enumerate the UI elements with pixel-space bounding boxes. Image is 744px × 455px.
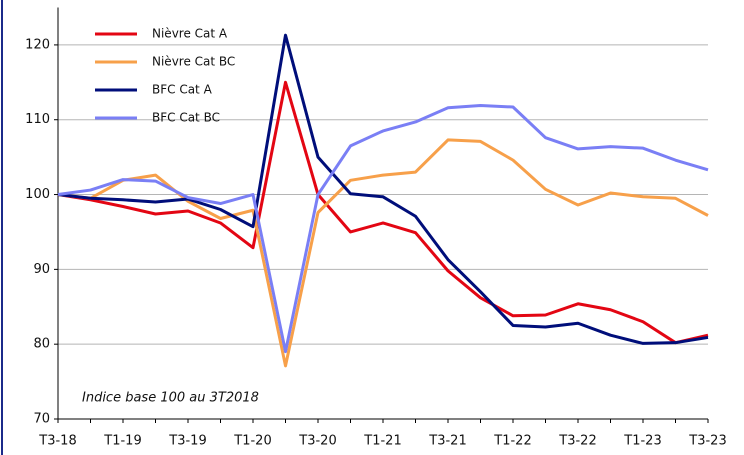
- x-tick-label: T3-23: [688, 434, 726, 449]
- x-tick-label: T3-21: [428, 434, 466, 449]
- x-tick-label: T1-23: [623, 434, 661, 449]
- series-line: [57, 138, 709, 368]
- series-line: [57, 33, 709, 345]
- y-tick-label: 70: [33, 412, 50, 427]
- y-tick-label: 110: [25, 112, 50, 127]
- x-tick-label: T3-20: [298, 434, 336, 449]
- x-tick-label: T1-20: [233, 434, 271, 449]
- legend-label: BFC Cat A: [152, 83, 213, 97]
- x-tick-label: T1-21: [363, 434, 401, 449]
- y-tick-label: 100: [25, 187, 50, 202]
- legend-label: Nièvre Cat A: [152, 27, 228, 41]
- legend-label: BFC Cat BC: [152, 111, 220, 125]
- annotation: Indice base 100 au 3T2018: [82, 391, 259, 406]
- legend-label: Nièvre Cat BC: [152, 55, 235, 69]
- x-tick-label: T3-19: [168, 434, 206, 449]
- x-tick-label: T1-22: [493, 434, 531, 449]
- x-tick-label: T3-22: [558, 434, 596, 449]
- series-line: [57, 80, 709, 345]
- y-tick-label: 90: [33, 262, 50, 277]
- x-tick-label: T3-18: [38, 434, 76, 449]
- x-tick-label: T1-19: [103, 434, 141, 449]
- y-tick-label: 80: [33, 337, 50, 352]
- y-tick-label: 120: [25, 37, 50, 52]
- series-line: [57, 104, 709, 354]
